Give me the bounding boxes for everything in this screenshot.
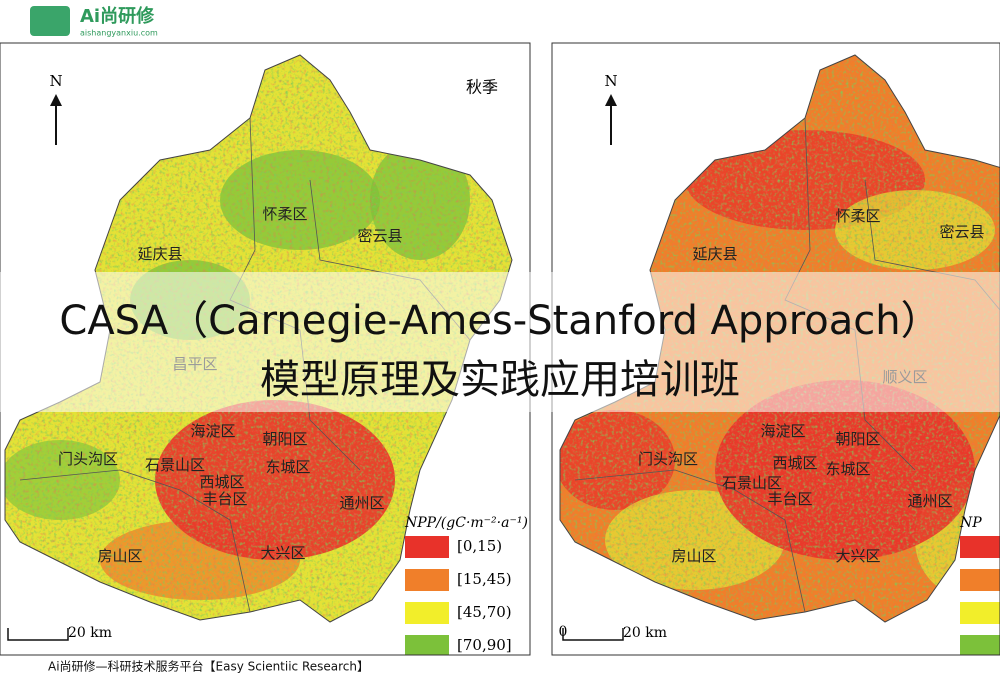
district-label: 门头沟区: [58, 450, 118, 468]
logo-text: Ai尚研修: [80, 5, 155, 27]
district-border: [574, 469, 806, 613]
title-line2: 模型原理及实践应用培训班: [260, 357, 740, 403]
district-label: 石景山区: [722, 474, 782, 492]
district-label: 西城区: [199, 473, 244, 491]
legend-label: [0,15): [457, 537, 502, 555]
district-label: 门头沟区: [638, 450, 698, 468]
header: Ai尚研修 aishangyanxiu.com: [30, 5, 158, 38]
district-label: 怀柔区: [835, 207, 880, 225]
district-label: 丰台区: [767, 490, 812, 508]
map-outline: [559, 54, 1000, 623]
logo-icon: [30, 6, 70, 36]
legend-swatch: [405, 635, 449, 655]
scale-bar: [7, 628, 69, 641]
district-label: 西城区: [772, 454, 817, 472]
legend-label: [15,45): [457, 570, 512, 588]
district-label: 怀柔区: [262, 205, 307, 223]
district-label: 密云县: [357, 227, 402, 245]
footer: Ai尚研修—科研技术服务平台【Easy Scientiic Research】: [48, 659, 369, 674]
logo-url: aishangyanxiu.com: [80, 29, 158, 38]
legend-swatch: [960, 602, 1000, 624]
district-label: 延庆县: [692, 245, 737, 263]
district-label: 延庆县: [137, 245, 182, 263]
district-border: [19, 469, 251, 613]
district-label: 东城区: [825, 460, 870, 478]
district-label: 石景山区: [145, 456, 205, 474]
legend-swatch: [405, 569, 449, 591]
title-band: [0, 272, 1000, 412]
district-label: 海淀区: [760, 422, 805, 440]
district-label: 房山区: [97, 547, 142, 565]
legend-swatch: [405, 536, 449, 558]
district-label: 通州区: [907, 492, 952, 510]
scale-label: 20 km: [68, 625, 112, 641]
district-label: 密云县: [939, 223, 984, 241]
legend-title: NPP/(gC·m⁻²·a⁻¹): [404, 515, 528, 531]
scale-label: 20 km: [623, 625, 667, 641]
district-label: 丰台区: [202, 490, 247, 508]
district-label: 房山区: [671, 547, 716, 565]
north-label: N: [604, 72, 617, 90]
legend-swatch: [960, 569, 1000, 591]
legend-label: [45,70): [457, 603, 512, 621]
map-outline: [4, 54, 513, 623]
district-label: 大兴区: [260, 544, 305, 562]
district-label: 东城区: [265, 458, 310, 476]
north-arrow-head: [605, 94, 617, 106]
district-label: 朝阳区: [262, 430, 307, 448]
season-label: 秋季: [466, 78, 498, 97]
district-label: 大兴区: [835, 547, 880, 565]
legend-label: [70,90]: [457, 636, 512, 654]
north-arrow-head: [50, 94, 62, 106]
district-label: 海淀区: [190, 422, 235, 440]
title-line1: CASA（Carnegie-Ames-Stanford Approach）: [59, 298, 940, 344]
legend-title: NP: [959, 515, 982, 531]
legend-swatch: [960, 635, 1000, 655]
legend-swatch: [405, 602, 449, 624]
district-label: 通州区: [339, 494, 384, 512]
legend-swatch: [960, 536, 1000, 558]
district-label: 朝阳区: [835, 430, 880, 448]
north-label: N: [49, 72, 62, 90]
scale-bar: [562, 628, 624, 641]
scale-start: 0: [559, 624, 568, 640]
district-border: [864, 179, 1000, 311]
